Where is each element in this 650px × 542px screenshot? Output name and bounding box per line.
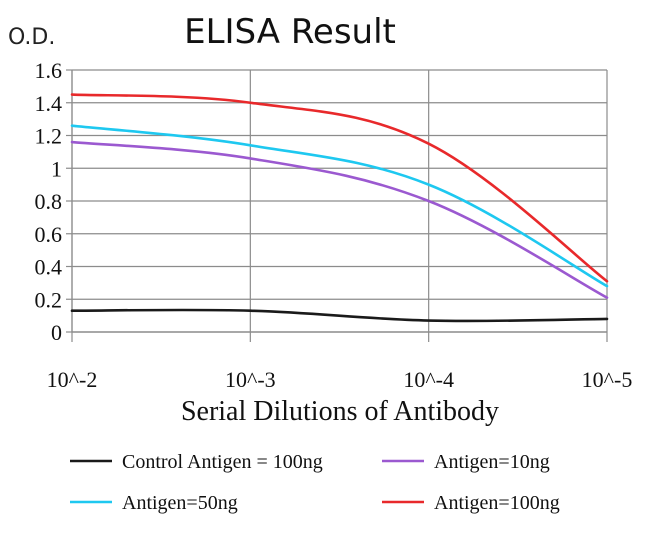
series-line-0 (70, 308, 609, 323)
y-tick-labels: 0 0.2 0.4 0.6 0.8 1 1.2 1.4 1.6 (35, 58, 63, 345)
y-tick-label: 0 (51, 320, 62, 345)
legend-label: Antigen=10ng (434, 451, 550, 473)
y-tick-label: 1.2 (35, 124, 63, 149)
legend-label: Control Antigen = 100ng (122, 451, 323, 473)
legend-item: Antigen=50ng (70, 492, 238, 514)
legend-item: Control Antigen = 100ng (70, 451, 323, 473)
legend-item: Antigen=100ng (382, 492, 560, 514)
x-axis-label: Serial Dilutions of Antibody (181, 396, 499, 427)
series-lines (70, 93, 609, 323)
y-tick-label: 0.2 (35, 287, 63, 312)
series-line-3 (70, 93, 609, 283)
y-tick-label: 1.4 (35, 91, 63, 116)
x-tick-label: 10^-3 (225, 367, 276, 392)
chart-title: ELISA Result (184, 12, 396, 52)
x-tick-label: 10^-4 (403, 367, 454, 392)
legend-label: Antigen=50ng (122, 492, 238, 514)
y-tick-label: 0.4 (35, 255, 63, 280)
axes (66, 69, 608, 342)
y-axis-label: O.D. (8, 25, 55, 50)
legend: Control Antigen = 100ng Antigen=10ng Antig… (70, 451, 560, 514)
series-line-2 (70, 124, 609, 288)
x-tick-labels: 10^-2 10^-3 10^-4 10^-5 (47, 367, 633, 392)
y-tick-label: 0.6 (35, 222, 63, 247)
y-tick-label: 0.8 (35, 189, 63, 214)
x-tick-label: 10^-2 (47, 367, 98, 392)
y-tick-label: 1.6 (35, 58, 63, 83)
y-tick-label: 1 (51, 156, 62, 181)
legend-item: Antigen=10ng (382, 451, 550, 473)
x-tick-label: 10^-5 (582, 367, 633, 392)
legend-label: Antigen=100ng (434, 492, 560, 514)
series-line-1 (70, 140, 609, 299)
